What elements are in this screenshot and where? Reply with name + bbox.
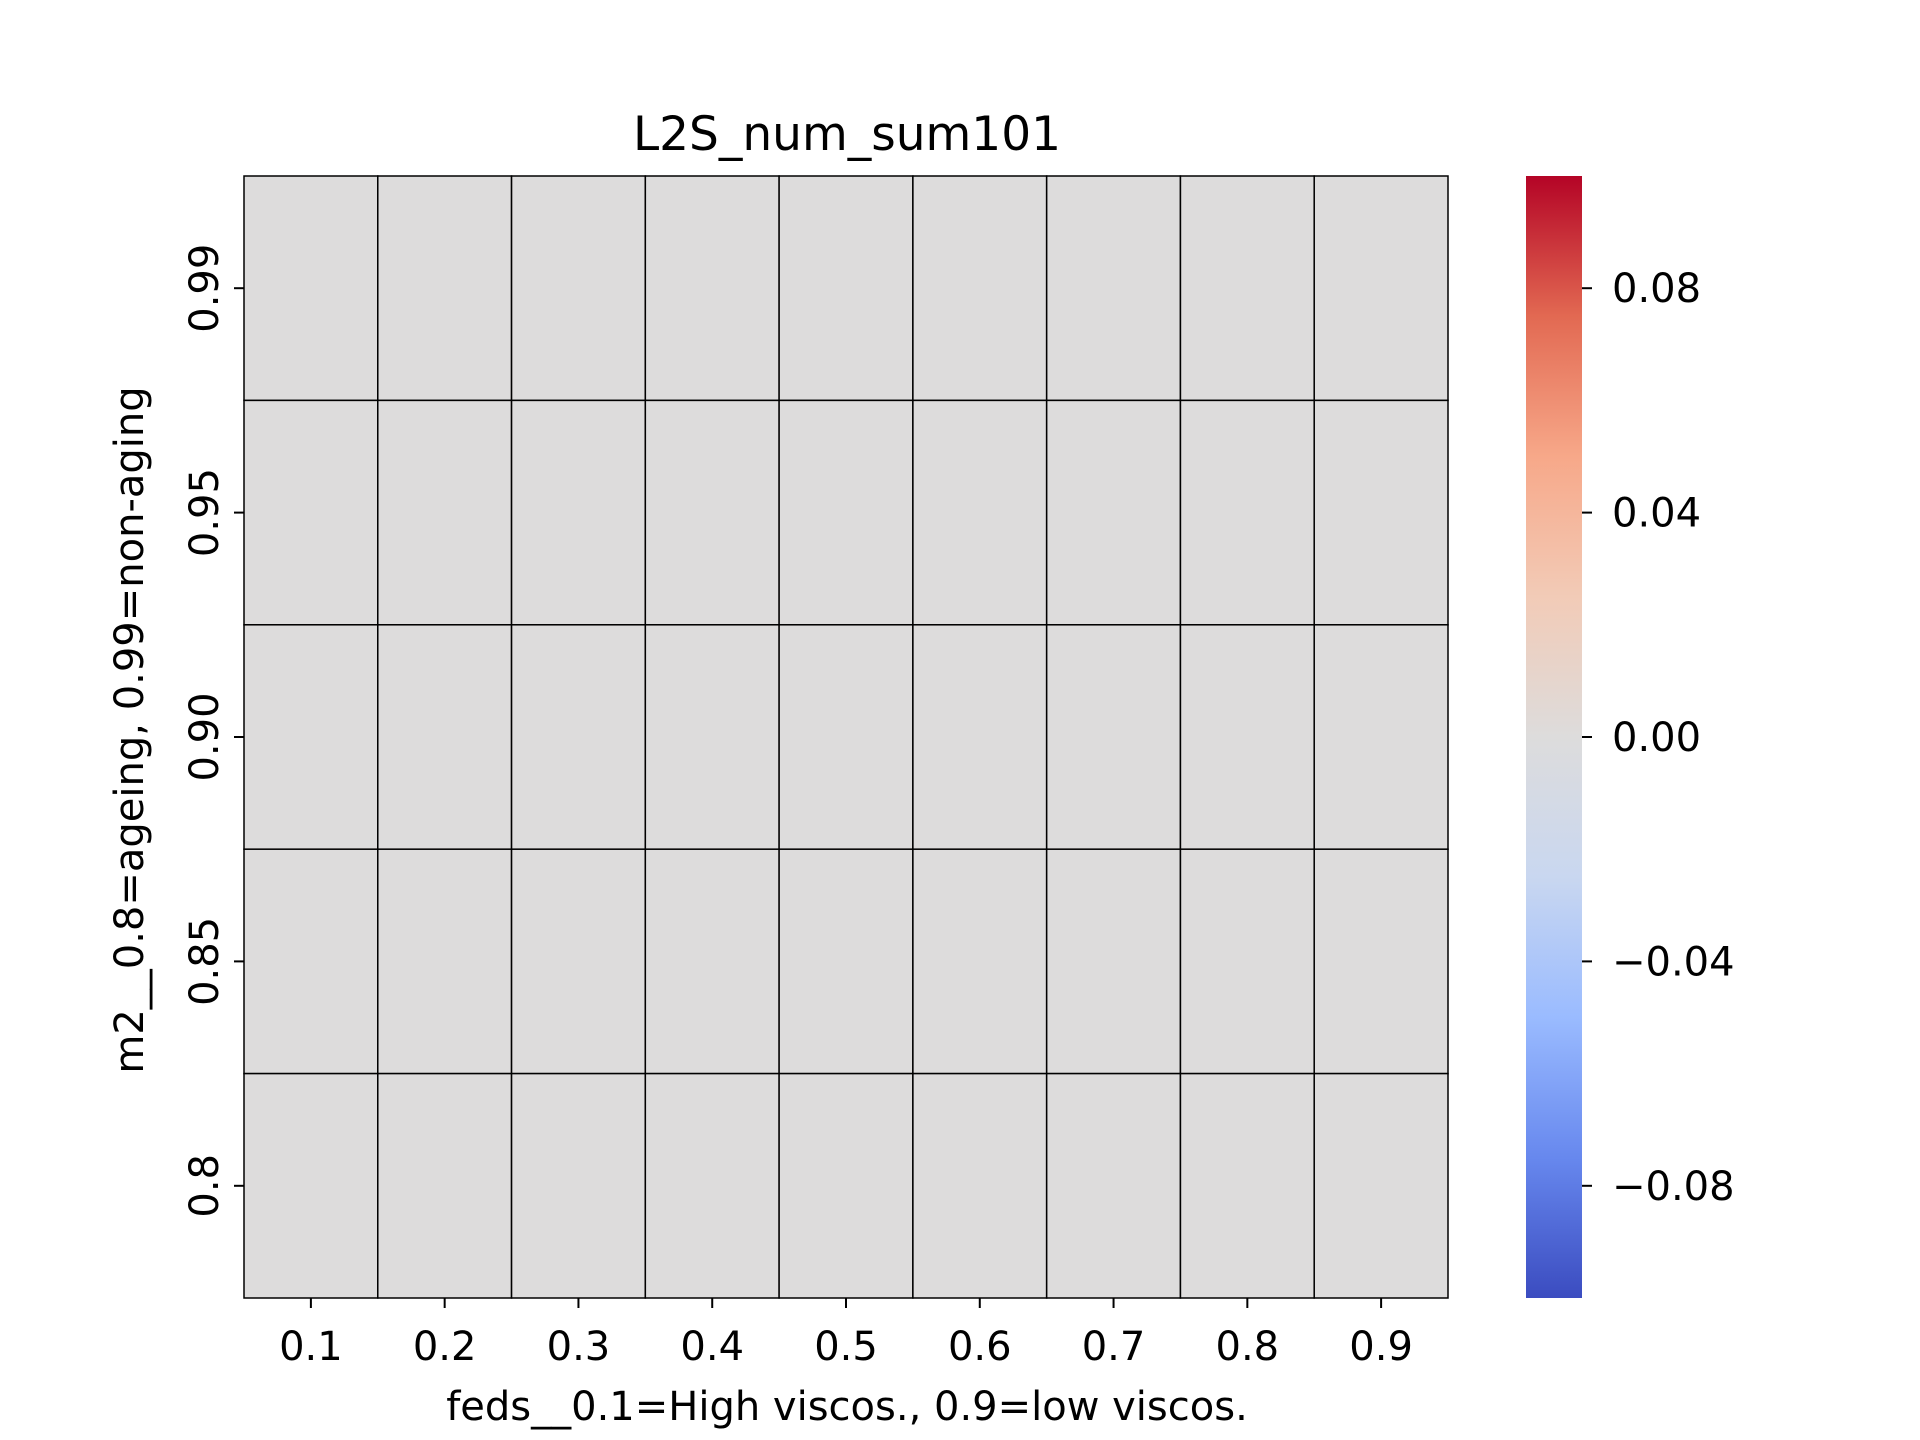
heatmap-cell (778, 848, 914, 1075)
x-tick-label: 0.2 (413, 1324, 477, 1370)
heatmap-cell (1045, 399, 1182, 626)
heatmap-cell (1313, 1072, 1449, 1299)
heatmap-cell (1045, 1072, 1182, 1299)
heatmap-cell (1045, 624, 1182, 850)
heatmap-cells (243, 175, 1449, 1299)
heatmap-cell (778, 399, 914, 626)
heatmap-cell (377, 1072, 513, 1299)
colorbar-tick-label: 0.08 (1612, 266, 1701, 312)
x-tick-label: 0.6 (948, 1324, 1012, 1370)
heatmap-cell (778, 624, 914, 850)
x-tick-label: 0.1 (279, 1324, 343, 1370)
y-tick-label: 0.8 (182, 1154, 228, 1218)
y-axis-ticks: 0.99 0.95 0.90 0.85 0.8 (182, 244, 244, 1218)
heatmap-cell (1179, 624, 1315, 850)
heatmap-cell (1045, 848, 1182, 1075)
heatmap-cell (377, 399, 513, 626)
heatmap-cell (1179, 848, 1315, 1075)
heatmap-cell (243, 399, 379, 626)
heatmap-cell (644, 175, 780, 402)
heatmap-cell (912, 848, 1048, 1075)
heatmap-cell (1313, 175, 1449, 402)
heatmap-cell (1313, 848, 1449, 1075)
heatmap-cell (377, 175, 513, 402)
heatmap-cell (1313, 624, 1449, 850)
colorbar (1526, 176, 1582, 1298)
colorbar-tick-label: −0.04 (1612, 939, 1735, 985)
heatmap-cell (510, 624, 647, 850)
heatmap-cell (778, 1072, 914, 1299)
heatmap-cell (778, 175, 914, 402)
x-tick-label: 0.7 (1082, 1324, 1146, 1370)
y-tick-label: 0.90 (182, 692, 228, 781)
heatmap-cell (644, 624, 780, 850)
x-tick-label: 0.3 (547, 1324, 611, 1370)
heatmap-cell (510, 175, 647, 402)
heatmap-cell (912, 1072, 1048, 1299)
heatmap-cell (510, 1072, 647, 1299)
y-tick-label: 0.85 (182, 917, 228, 1006)
heatmap-cell (243, 624, 379, 850)
colorbar-ticks: 0.08 0.04 0.00 −0.04 −0.08 (1582, 266, 1735, 1210)
x-axis-ticks: 0.1 0.2 0.3 0.4 0.5 0.6 0.7 0.8 0.9 (279, 1298, 1413, 1370)
heatmap-cell (912, 175, 1048, 402)
y-axis-label: m2__0.8=ageing, 0.99=non-aging (107, 386, 153, 1073)
chart-title: L2S_num_sum101 (633, 107, 1061, 162)
y-tick-label: 0.95 (182, 468, 228, 557)
heatmap-cell (644, 399, 780, 626)
heatmap-cell (644, 1072, 780, 1299)
heatmap-cell (377, 848, 513, 1075)
x-tick-label: 0.5 (814, 1324, 878, 1370)
heatmap-cell (912, 624, 1048, 850)
colorbar-tick-label: −0.08 (1612, 1164, 1735, 1210)
heatmap-cell (377, 624, 513, 850)
x-axis-label: feds__0.1=High viscos., 0.9=low viscos. (446, 1384, 1248, 1430)
colorbar-tick-label: 0.04 (1612, 491, 1701, 537)
heatmap-cell (243, 175, 379, 402)
heatmap-cell (243, 1072, 379, 1299)
heatmap-cell (1179, 1072, 1315, 1299)
heatmap-cell (243, 848, 379, 1075)
heatmap-cell (1045, 175, 1182, 402)
heatmap-cell (510, 848, 647, 1075)
heatmap-cell (1313, 399, 1449, 626)
heatmap-cell (1179, 175, 1315, 402)
x-tick-label: 0.9 (1349, 1324, 1413, 1370)
heatmap-cell (510, 399, 647, 626)
heatmap-cell (912, 399, 1048, 626)
heatmap-cell (644, 848, 780, 1075)
x-tick-label: 0.4 (680, 1324, 744, 1370)
heatmap-cell (1179, 399, 1315, 626)
x-tick-label: 0.8 (1216, 1324, 1280, 1370)
y-tick-label: 0.99 (182, 244, 228, 333)
colorbar-tick-label: 0.00 (1612, 715, 1701, 761)
